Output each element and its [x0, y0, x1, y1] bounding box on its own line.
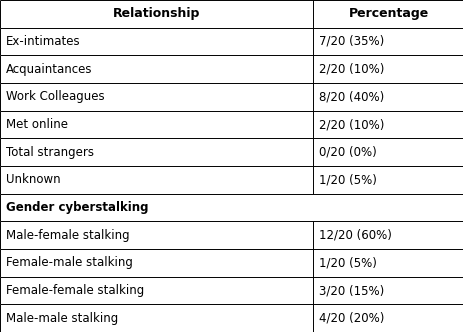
Text: Male-female stalking: Male-female stalking	[6, 229, 129, 242]
Text: 8/20 (40%): 8/20 (40%)	[318, 90, 383, 103]
Text: Percentage: Percentage	[348, 7, 428, 20]
Text: 1/20 (5%): 1/20 (5%)	[318, 256, 376, 269]
Text: Male-male stalking: Male-male stalking	[6, 312, 118, 325]
Text: 12/20 (60%): 12/20 (60%)	[318, 229, 391, 242]
Text: Met online: Met online	[6, 118, 68, 131]
Text: Total strangers: Total strangers	[6, 146, 94, 159]
Text: 1/20 (5%): 1/20 (5%)	[318, 173, 376, 186]
Text: 7/20 (35%): 7/20 (35%)	[318, 35, 383, 48]
Text: Work Colleagues: Work Colleagues	[6, 90, 104, 103]
Text: Female-male stalking: Female-male stalking	[6, 256, 132, 269]
Text: Unknown: Unknown	[6, 173, 60, 186]
Text: Gender cyberstalking: Gender cyberstalking	[6, 201, 148, 214]
Text: 2/20 (10%): 2/20 (10%)	[318, 118, 383, 131]
Text: 3/20 (15%): 3/20 (15%)	[318, 284, 383, 297]
Text: 0/20 (0%): 0/20 (0%)	[318, 146, 375, 159]
Text: Acquaintances: Acquaintances	[6, 63, 92, 76]
Text: Female-female stalking: Female-female stalking	[6, 284, 144, 297]
Text: 4/20 (20%): 4/20 (20%)	[318, 312, 383, 325]
Text: 2/20 (10%): 2/20 (10%)	[318, 63, 383, 76]
Text: Relationship: Relationship	[113, 7, 200, 20]
Text: Ex-intimates: Ex-intimates	[6, 35, 80, 48]
